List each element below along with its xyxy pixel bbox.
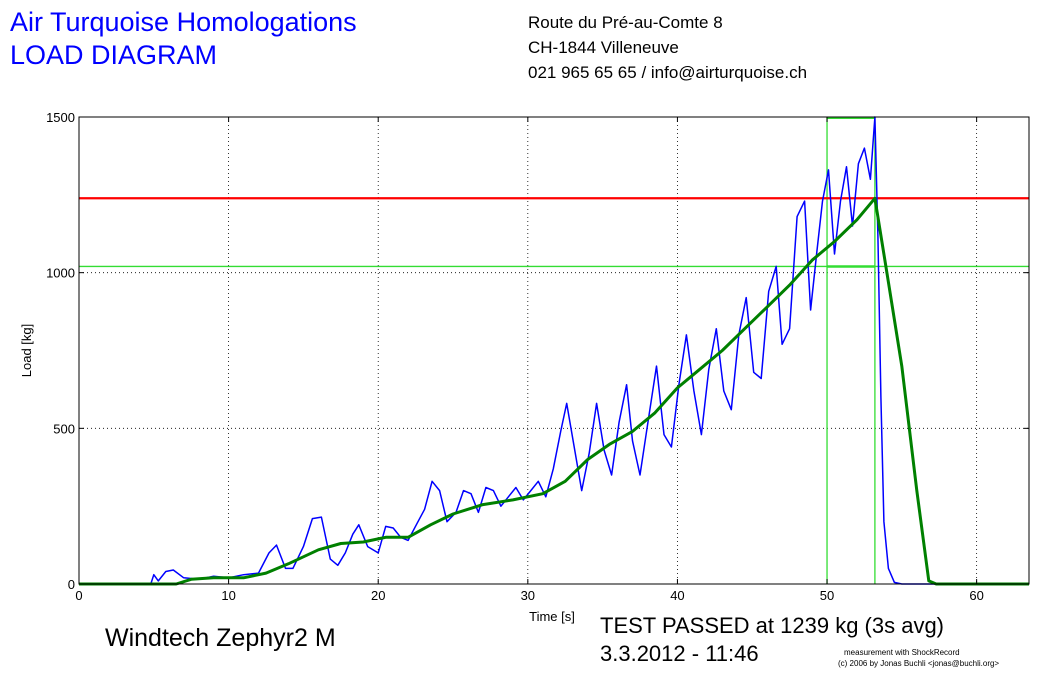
series [79,116,1029,586]
y-tick-label: 0 [68,577,75,592]
raw-load-line [79,116,1029,585]
x-tick-label: 50 [820,588,834,603]
axis-ticks: 0 10 20 30 40 50 60 0 500 1000 1500 [46,110,1029,603]
credits: measurement with ShockRecord (c) 2006 by… [838,647,999,669]
y-tick-label: 1000 [46,266,75,281]
result-date: 3.3.2012 - 11:46 [600,641,759,666]
diagram-title: LOAD DIAGRAM [10,40,218,70]
reference-lines [79,117,1029,584]
plot-frame [78,116,1030,585]
test-result: TEST PASSED at 1239 kg (3s avg) 3.3.2012… [600,612,944,668]
x-tick-label: 60 [969,588,983,603]
result-status: TEST PASSED at 1239 kg (3s avg) [600,613,945,638]
organization-title: Air Turquoise Homologations [10,7,357,37]
x-tick-label: 0 [75,588,82,603]
grid [79,117,1029,584]
address-contact: 021 965 65 65 / info@airturquoise.ch [528,63,808,82]
x-axis-label: Time [s] [529,609,575,624]
title-block: Air Turquoise Homologations LOAD DIAGRAM [10,6,357,72]
address-block: Route du Pré-au-Comte 8 CH-1844 Villeneu… [528,10,807,85]
credit-measurement: measurement with ShockRecord [844,648,960,657]
x-tick-label: 10 [221,588,235,603]
y-tick-label: 500 [53,421,75,436]
average-load-line [79,196,1029,586]
glider-name: Windtech Zephyr2 M [105,624,336,652]
y-tick-label: 1500 [46,110,75,125]
address-city: CH-1844 Villeneuve [528,38,679,57]
y-axis-label: Load [kg] [19,324,34,378]
address-street: Route du Pré-au-Comte 8 [528,13,723,32]
x-tick-label: 20 [371,588,385,603]
x-tick-label: 40 [670,588,684,603]
x-tick-label: 30 [521,588,535,603]
credit-copyright: (c) 2006 by Jonas Buchli <jonas@buchli.o… [838,659,1000,668]
